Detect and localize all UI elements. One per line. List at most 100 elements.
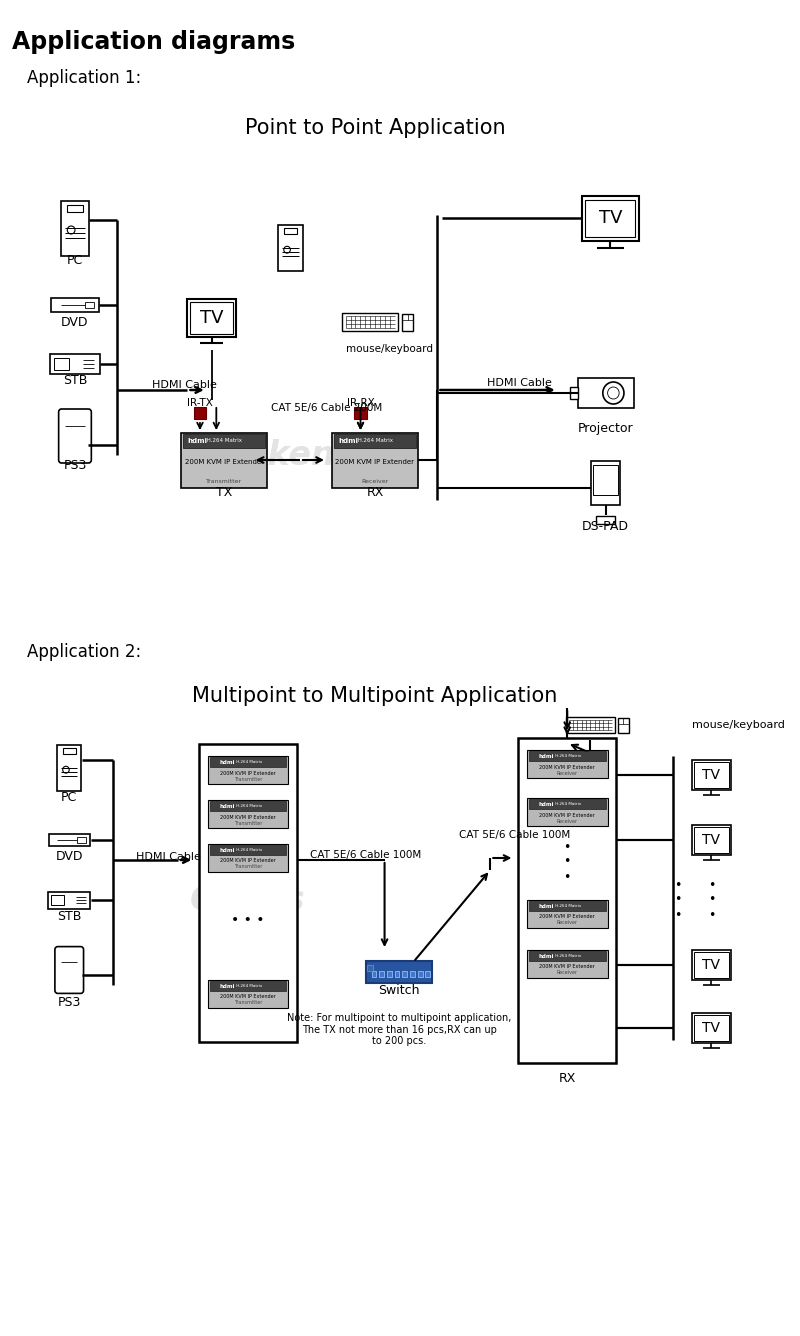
Text: Point to Point Application: Point to Point Application — [245, 118, 506, 138]
Text: 200M KVM IP Extender: 200M KVM IP Extender — [185, 460, 263, 465]
Bar — [527, 798, 608, 826]
Text: DVD: DVD — [55, 851, 83, 863]
Text: 200M KVM IP Extender: 200M KVM IP Extender — [220, 815, 276, 819]
Text: 200M KVM IP Extender: 200M KVM IP Extender — [335, 460, 414, 465]
Text: mouse/keyboard: mouse/keyboard — [346, 343, 433, 354]
Bar — [410, 971, 415, 977]
Bar — [50, 354, 100, 374]
Bar — [402, 314, 414, 330]
Text: TV: TV — [702, 834, 721, 847]
Bar — [527, 950, 608, 978]
Text: Receiver: Receiver — [557, 771, 578, 775]
Bar — [418, 971, 422, 977]
Text: CAT 5E/6 Cable 100M: CAT 5E/6 Cable 100M — [458, 830, 570, 840]
Text: H.264 Matrix: H.264 Matrix — [554, 754, 581, 758]
Bar — [694, 1015, 729, 1041]
Bar — [692, 824, 731, 855]
Text: 200M KVM IP Extender: 200M KVM IP Extender — [539, 764, 595, 770]
Bar — [387, 971, 392, 977]
Text: TV: TV — [702, 768, 721, 782]
Text: PC: PC — [61, 791, 78, 803]
Bar — [54, 358, 70, 370]
Text: Qkens: Qkens — [240, 438, 356, 472]
Bar — [529, 900, 606, 911]
Text: hdmi: hdmi — [538, 903, 554, 908]
Text: DVD: DVD — [62, 315, 89, 329]
Text: Transmitter: Transmitter — [234, 1001, 262, 1006]
Text: hdmi: hdmi — [219, 803, 234, 808]
Text: •
•
•: • • • — [563, 840, 571, 883]
Text: hdmi: hdmi — [219, 847, 234, 852]
Bar — [529, 799, 606, 810]
Text: hdmi: hdmi — [187, 437, 207, 444]
Bar — [181, 433, 267, 488]
Bar — [518, 737, 616, 1063]
Text: DS-PAD: DS-PAD — [582, 520, 629, 533]
Text: STB: STB — [57, 911, 82, 923]
Text: H.264 Matrix: H.264 Matrix — [554, 954, 581, 958]
Text: PS3: PS3 — [58, 995, 81, 1009]
Bar — [85, 302, 94, 309]
Bar — [593, 465, 618, 496]
Text: Application 1:: Application 1: — [27, 69, 141, 87]
Text: Receiver: Receiver — [362, 480, 389, 484]
Text: IR-RX: IR-RX — [346, 398, 374, 407]
Text: PC: PC — [67, 254, 83, 266]
Bar — [208, 844, 289, 872]
Bar — [692, 760, 731, 791]
Bar — [426, 971, 430, 977]
Text: H.264 Matrix: H.264 Matrix — [234, 848, 262, 852]
Bar — [332, 433, 418, 488]
Bar — [692, 950, 731, 981]
Bar — [402, 971, 407, 977]
Bar — [208, 756, 289, 784]
Text: HDMI Cable: HDMI Cable — [487, 378, 552, 387]
Bar — [591, 461, 620, 505]
Text: 200M KVM IP Extender: 200M KVM IP Extender — [220, 994, 276, 999]
Text: CAT 5E/6 Cable 100M: CAT 5E/6 Cable 100M — [310, 850, 421, 860]
Bar — [692, 1013, 731, 1043]
Bar — [354, 407, 366, 420]
Bar — [284, 228, 297, 234]
Bar — [278, 224, 302, 271]
Text: HDMI Cable: HDMI Cable — [152, 379, 217, 390]
Text: TV: TV — [598, 208, 622, 227]
Bar — [78, 838, 86, 843]
Bar — [379, 971, 384, 977]
Text: H.264 Matrix: H.264 Matrix — [234, 804, 262, 808]
Text: hdmi: hdmi — [538, 954, 554, 958]
Bar — [527, 900, 608, 929]
Bar — [342, 313, 398, 331]
Bar — [67, 204, 82, 212]
Bar — [618, 717, 629, 732]
Text: •
•
•: • • • — [674, 879, 682, 922]
Bar — [371, 971, 376, 977]
Text: Switch: Switch — [378, 983, 420, 997]
Bar — [367, 965, 373, 971]
Bar — [48, 891, 90, 908]
Bar — [529, 951, 606, 961]
Bar — [187, 299, 236, 337]
Bar — [210, 758, 286, 767]
Text: H.264 Matrix: H.264 Matrix — [205, 438, 242, 444]
Text: Receiver: Receiver — [557, 970, 578, 975]
Text: • • •: • • • — [231, 912, 265, 927]
Bar — [49, 834, 90, 846]
Text: RX: RX — [366, 485, 384, 498]
Text: H.264 Matrix: H.264 Matrix — [554, 802, 581, 806]
Text: 200M KVM IP Extender: 200M KVM IP Extender — [539, 915, 595, 919]
Text: hdmi: hdmi — [538, 802, 554, 807]
Bar — [366, 961, 432, 983]
Text: HDMI Cable: HDMI Cable — [136, 852, 201, 862]
Text: Transmitter: Transmitter — [234, 864, 262, 870]
Bar — [210, 802, 286, 811]
Bar — [210, 981, 286, 991]
Text: TV: TV — [200, 309, 223, 327]
Bar — [596, 516, 615, 524]
Text: STB: STB — [63, 374, 87, 386]
Text: Transmitter: Transmitter — [234, 776, 262, 782]
Bar — [529, 751, 606, 762]
Text: hdmi: hdmi — [219, 759, 234, 764]
Bar — [582, 195, 639, 240]
Text: Note: For multipoint to multipoint application,
The TX not more than 16 pcs,RX c: Note: For multipoint to multipoint appli… — [286, 1013, 511, 1046]
